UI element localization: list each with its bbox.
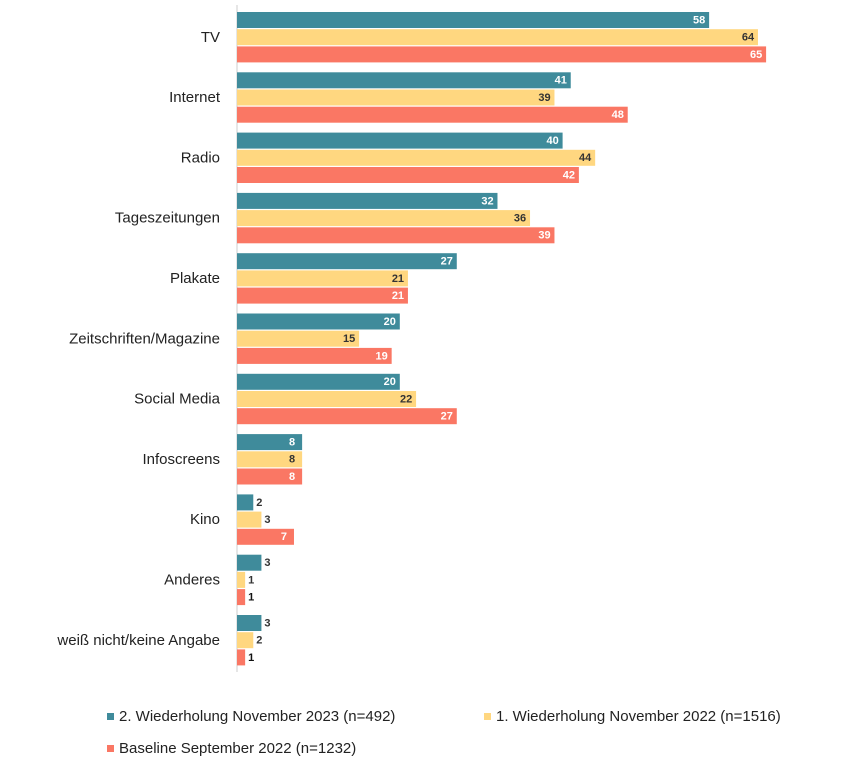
value-label: 8 [289, 471, 295, 483]
value-label: 3 [264, 617, 270, 629]
value-label: 2 [256, 635, 262, 647]
bar [237, 554, 262, 571]
value-label: 65 [750, 49, 762, 61]
value-label: 58 [693, 14, 705, 26]
bar [237, 330, 360, 347]
value-label: 1 [248, 652, 254, 664]
value-label: 36 [514, 213, 526, 225]
value-label: 41 [555, 75, 567, 87]
bar [237, 167, 579, 183]
category-label: Anderes [164, 571, 220, 588]
bar [237, 149, 596, 166]
bar [237, 132, 563, 149]
bar [237, 494, 254, 511]
bar [237, 511, 262, 528]
category-label: weiß nicht/keine Angabe [56, 632, 220, 649]
category-label: Infoscreens [142, 451, 220, 468]
bar [237, 528, 294, 545]
value-label: 8 [289, 437, 295, 449]
value-label: 20 [384, 376, 396, 388]
bar [237, 589, 246, 606]
bar [237, 373, 400, 390]
bar [237, 227, 555, 244]
bar [237, 571, 246, 588]
category-label: Kino [190, 511, 220, 528]
category-label: Plakate [170, 270, 220, 287]
value-label: 42 [563, 169, 575, 181]
value-label: 22 [400, 393, 412, 405]
bar [237, 632, 254, 649]
value-label: 21 [392, 273, 404, 285]
legend-label: Baseline September 2022 (n=1232) [119, 740, 356, 757]
bar [237, 46, 767, 63]
value-label: 20 [384, 316, 396, 328]
value-label: 3 [264, 557, 270, 569]
value-label: 3 [264, 514, 270, 526]
bar [237, 347, 392, 364]
legend-swatch [484, 713, 491, 720]
bar [237, 408, 457, 425]
legend-label: 2. Wiederholung November 2023 (n=492) [119, 708, 395, 725]
value-label: 27 [441, 411, 453, 423]
value-label: 32 [481, 195, 493, 207]
legend-swatch [107, 745, 114, 752]
value-label: 40 [546, 135, 558, 147]
bar [237, 287, 408, 304]
bar [237, 12, 710, 28]
value-label: 48 [612, 109, 624, 121]
bar [237, 106, 628, 123]
bar [237, 210, 531, 227]
bar [237, 649, 246, 666]
value-label: 8 [289, 454, 295, 466]
value-label: 44 [579, 152, 592, 164]
category-label: TV [201, 29, 220, 46]
bar [237, 313, 400, 330]
value-label: 1 [248, 592, 254, 604]
bar [237, 434, 303, 451]
value-label: 39 [538, 92, 550, 104]
bar [237, 29, 758, 46]
bar [237, 451, 303, 468]
value-label: 2 [256, 497, 262, 509]
value-label: 21 [392, 290, 404, 302]
legend-label: 1. Wiederholung November 2022 (n=1516) [496, 708, 781, 725]
bar [237, 89, 555, 106]
value-label: 15 [343, 333, 355, 345]
value-label: 7 [281, 531, 287, 543]
bar [237, 192, 498, 209]
bar [237, 253, 457, 270]
legend-swatch [107, 713, 114, 720]
value-label: 39 [538, 230, 550, 242]
category-label: Zeitschriften/Magazine [69, 330, 220, 347]
value-label: 64 [742, 32, 755, 44]
category-label: Internet [169, 89, 221, 106]
value-label: 19 [376, 350, 388, 362]
bar [237, 270, 408, 287]
category-label: Social Media [134, 391, 221, 408]
bar [237, 391, 417, 407]
category-label: Radio [181, 149, 220, 166]
value-label: 27 [441, 256, 453, 268]
bar [237, 615, 262, 631]
category-label: Tageszeitungen [115, 210, 220, 227]
bar [237, 468, 303, 485]
bar [237, 72, 571, 89]
value-label: 1 [248, 574, 254, 586]
